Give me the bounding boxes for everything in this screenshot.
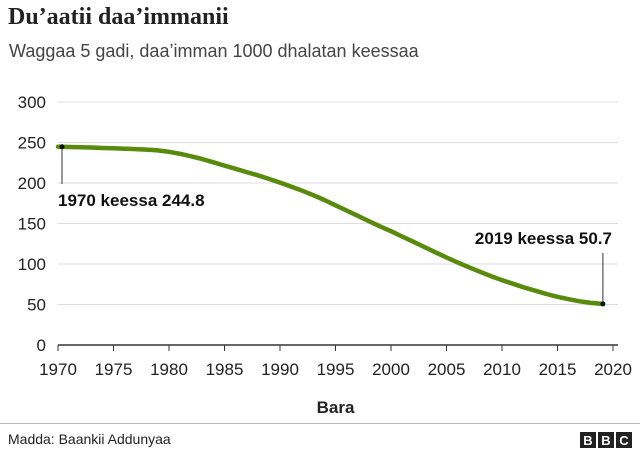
bbc-logo-letter: B: [580, 432, 596, 448]
y-tick-label: 50: [27, 296, 46, 315]
y-tick-label: 150: [18, 215, 46, 234]
x-tick-label: 1970: [39, 360, 77, 379]
annotation-point: [59, 144, 65, 150]
x-tick-label: 1985: [206, 360, 244, 379]
y-tick-label: 250: [18, 134, 46, 153]
x-tick-label: 1975: [95, 360, 133, 379]
chart-subtitle: Waggaa 5 gadi, daa’imman 1000 dhalatan k…: [9, 41, 419, 61]
y-tick-label: 100: [18, 255, 46, 274]
source-note: Madda: Baankii Addunyaa: [8, 431, 171, 447]
x-tick-label: 2000: [372, 360, 410, 379]
x-tick-label: 2005: [428, 360, 466, 379]
chart-title: Du’aatii daa’immanii: [8, 4, 229, 30]
x-tick-label: 1980: [150, 360, 188, 379]
y-tick-label: 300: [18, 93, 46, 112]
x-tick-label: 2020: [594, 360, 632, 379]
annotation-label: 1970 keessa 244.8: [58, 191, 205, 210]
bbc-logo: B B C: [580, 432, 632, 448]
y-tick-label: 200: [18, 174, 46, 193]
x-tick-label: 2010: [483, 360, 521, 379]
line-chart: 0 50 100 150 200 250 300 1970 1975 1980 1985 1990 19…: [18, 93, 632, 417]
x-tick-label: 2015: [539, 360, 577, 379]
series-line: [55, 144, 605, 307]
annotation-point: [600, 301, 606, 307]
annotation-label: 2019 keessa 50.7: [475, 229, 612, 248]
x-tick-label: 1995: [317, 360, 355, 379]
x-tick-label: 1990: [261, 360, 299, 379]
y-tick-label: 0: [37, 336, 46, 355]
bbc-logo-letter: C: [616, 432, 632, 448]
x-axis-label: Bara: [317, 398, 355, 417]
footer-divider: [0, 423, 640, 424]
bbc-logo-letter: B: [598, 432, 614, 448]
